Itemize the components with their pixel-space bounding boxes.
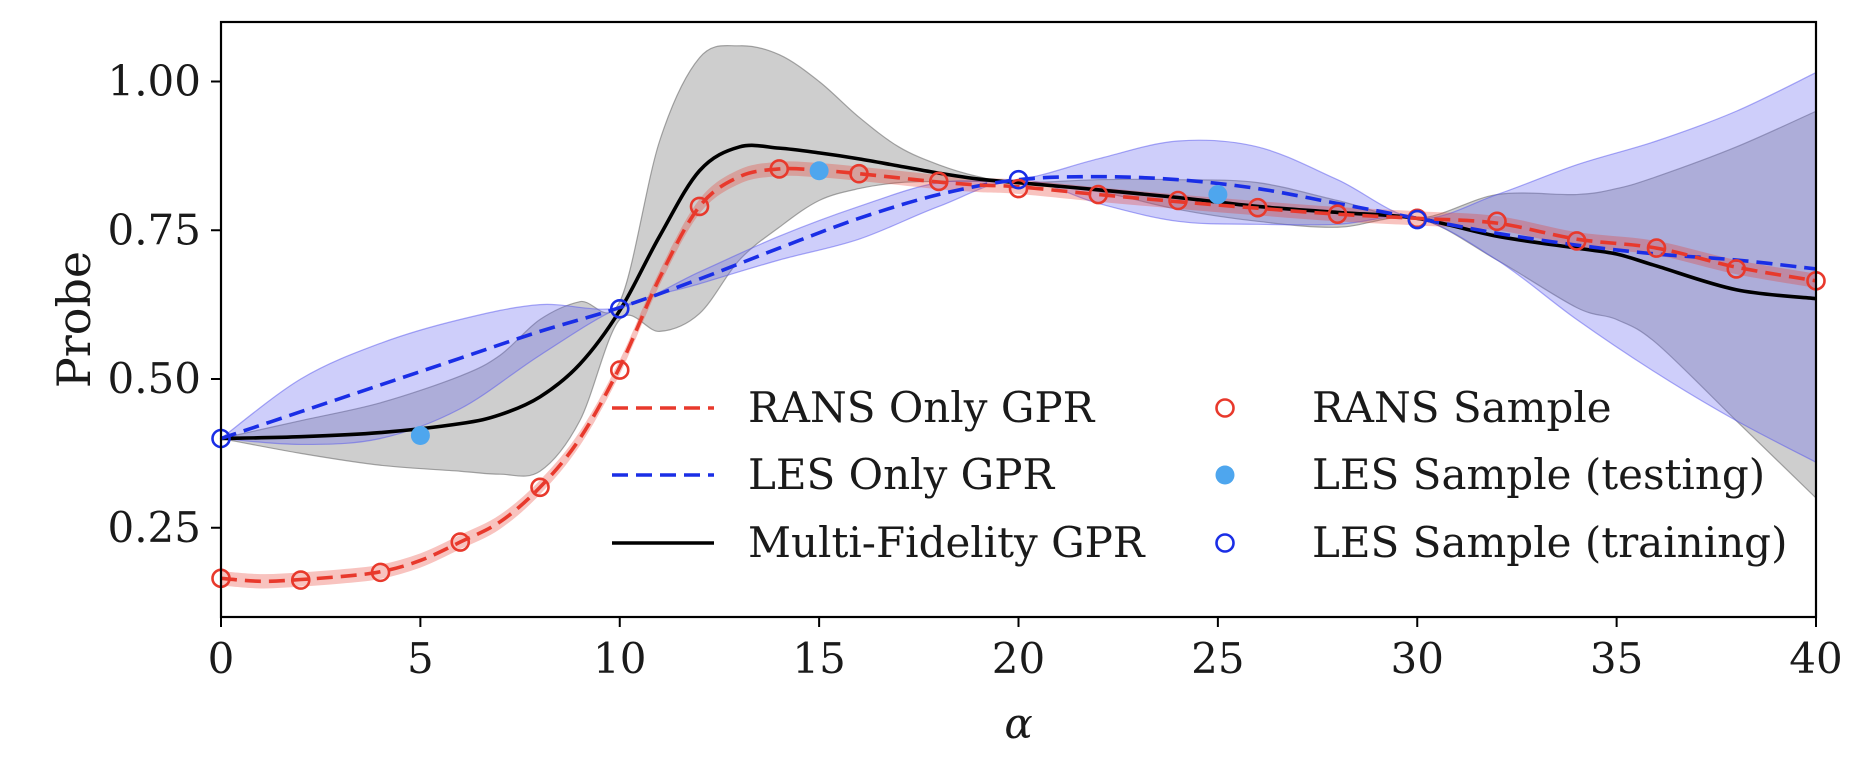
x-tick-label: 10 bbox=[593, 634, 646, 683]
legend-item: LES Sample (testing) bbox=[1215, 450, 1765, 499]
legend-label: Multi-Fidelity GPR bbox=[748, 518, 1146, 567]
rans-sample-point bbox=[928, 171, 949, 192]
rans-sample-point bbox=[609, 360, 630, 380]
legend-label: RANS Sample bbox=[1312, 383, 1612, 432]
legend-marker-swatch bbox=[1215, 533, 1235, 553]
x-tick-label: 40 bbox=[1789, 634, 1842, 683]
legend-label: LES Only GPR bbox=[748, 450, 1055, 499]
les-testing-point bbox=[410, 426, 430, 446]
y-tick-label: 0.75 bbox=[107, 205, 201, 254]
rans-sample-point bbox=[1726, 259, 1747, 279]
les-only-line bbox=[220, 174, 1817, 441]
rans-sample-point bbox=[370, 562, 391, 583]
rans-sample-point bbox=[849, 163, 869, 184]
legend-label: RANS Only GPR bbox=[748, 383, 1096, 432]
rans-sample-point bbox=[1088, 184, 1109, 205]
x-tick-label: 20 bbox=[992, 634, 1045, 683]
y-tick-label: 0.50 bbox=[107, 354, 201, 403]
les-testing-point bbox=[1208, 185, 1228, 205]
legend-marker-swatch bbox=[1215, 398, 1235, 418]
x-axis-label: α bbox=[1004, 699, 1032, 748]
legend-item: LES Sample (training) bbox=[1215, 518, 1787, 567]
les-training-point bbox=[609, 298, 630, 319]
rans-sample-point bbox=[689, 196, 710, 217]
rans-sample-point bbox=[1487, 211, 1507, 232]
les-training-point bbox=[1008, 169, 1029, 190]
rans-sample-point bbox=[1168, 190, 1188, 211]
prediction-lines bbox=[220, 143, 1817, 584]
uncertainty-bands bbox=[219, 45, 1817, 589]
rans-sample-point bbox=[1646, 238, 1667, 258]
legend-label: LES Sample (training) bbox=[1312, 518, 1787, 567]
rans-only-line bbox=[220, 166, 1817, 584]
rans-sample-point bbox=[530, 477, 550, 498]
legend-label: LES Sample (testing) bbox=[1312, 450, 1765, 499]
x-tick-label: 25 bbox=[1191, 634, 1244, 683]
x-tick-label: 0 bbox=[208, 634, 235, 683]
multi-fidelity-line bbox=[220, 143, 1817, 441]
legend-marker-swatch bbox=[1215, 465, 1235, 485]
legend-item: LES Only GPR bbox=[612, 450, 1055, 499]
x-tick-label: 35 bbox=[1590, 634, 1643, 683]
rans-sample-point bbox=[290, 570, 311, 590]
legend-item: Multi-Fidelity GPR bbox=[612, 518, 1146, 567]
x-tick-label: 30 bbox=[1391, 634, 1444, 683]
rans-sample-point bbox=[1327, 204, 1348, 224]
legend-item: RANS Only GPR bbox=[612, 383, 1096, 432]
y-axis-label: Probe bbox=[47, 251, 101, 388]
legend: RANS Only GPR LES Only GPR Multi-Fidelity … bbox=[612, 383, 1787, 567]
x-tick-label: 5 bbox=[407, 634, 434, 683]
les-testing-point bbox=[809, 161, 829, 181]
x-tick-label: 15 bbox=[792, 634, 845, 683]
rans-sample-point bbox=[450, 532, 471, 552]
rans-sample-point bbox=[769, 159, 790, 179]
y-axis-ticks: 0.25 0.50 0.75 1.00 bbox=[107, 57, 221, 552]
y-tick-label: 0.25 bbox=[107, 503, 201, 552]
rans-sample-point bbox=[1008, 178, 1029, 199]
rans-sample-point bbox=[1566, 231, 1587, 251]
y-tick-label: 1.00 bbox=[107, 57, 201, 106]
legend-item: RANS Sample bbox=[1215, 383, 1612, 432]
les-training-point bbox=[1407, 209, 1428, 230]
x-axis-ticks: 0 5 10 15 20 25 30 35 40 bbox=[208, 617, 1843, 683]
rans-sample-point bbox=[1247, 197, 1268, 218]
